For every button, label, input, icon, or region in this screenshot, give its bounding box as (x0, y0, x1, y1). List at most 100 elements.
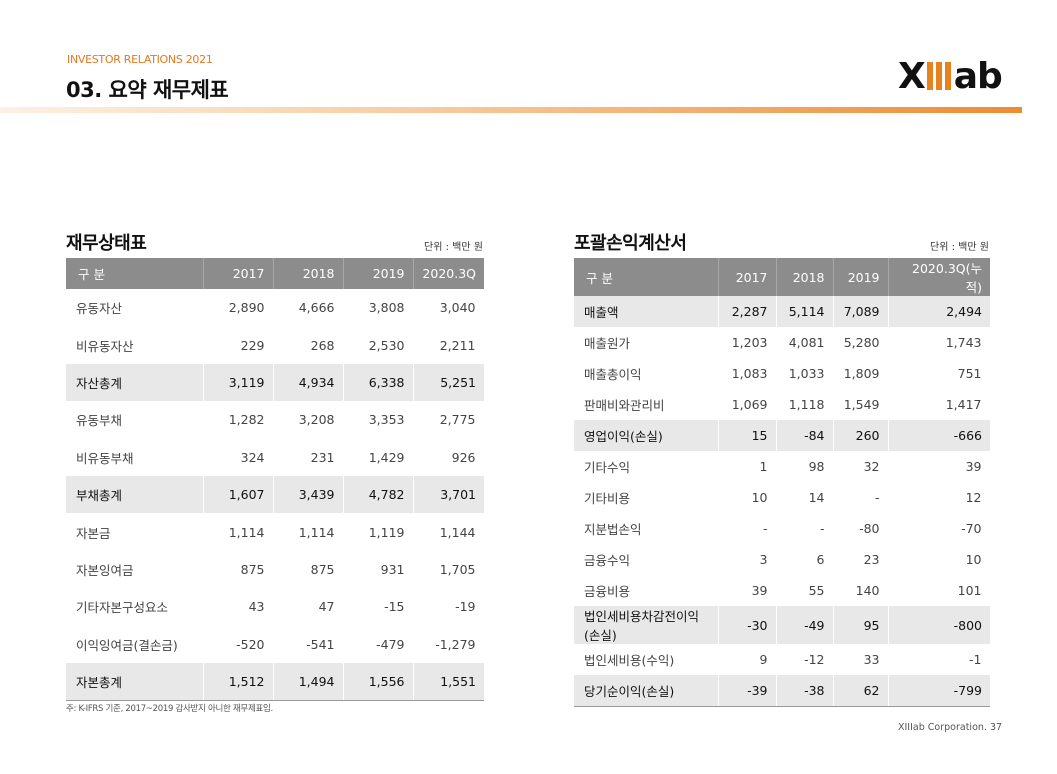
value-cell: 1,512 (203, 662, 274, 701)
row-label: 당기순이익(손실) (574, 675, 719, 707)
table-row: 영업이익(손실) 15 -84 260 -666 (574, 420, 990, 451)
table-row: 금융수익 3 6 23 10 (574, 544, 991, 575)
value-cell: 1,203 (718, 327, 777, 358)
value-cell: 3,040 (413, 289, 485, 327)
value-cell: -19 (413, 588, 485, 626)
value-cell: 98 (776, 451, 834, 482)
row-label: 법인세비용차감전이익(손실) (574, 606, 719, 644)
column-header: 2017 (718, 258, 777, 296)
value-cell: -15 (343, 588, 414, 626)
value-cell: 1,607 (203, 475, 274, 514)
value-cell: 6 (776, 544, 834, 575)
row-label: 지분법손익 (574, 513, 719, 544)
row-label: 비유동부채 (66, 438, 204, 476)
row-label: 자본금 (66, 513, 204, 551)
value-cell: 2,775 (413, 401, 485, 439)
value-cell: 2,530 (343, 326, 414, 364)
value-cell: - (833, 482, 889, 513)
value-cell: 931 (343, 550, 414, 589)
value-cell: -799 (888, 675, 990, 707)
value-cell: -1 (888, 644, 991, 675)
value-cell: 2,890 (203, 289, 274, 327)
value-cell: 62 (833, 675, 889, 707)
row-label: 자본총계 (66, 662, 204, 701)
row-label: 비유동자산 (66, 326, 204, 364)
value-cell: 1,551 (413, 662, 484, 701)
row-label: 기타수익 (574, 451, 719, 482)
value-cell: 43 (203, 588, 274, 626)
value-cell: 260 (833, 420, 889, 451)
table-row: 비유동부채 324 231 1,429 926 (66, 438, 485, 476)
balance-sheet-unit: 단위 : 백만 원 (424, 242, 483, 253)
table-row: 유동부채 1,282 3,208 3,353 2,775 (66, 401, 485, 439)
value-cell: 2,287 (718, 296, 777, 327)
row-label: 기타비용 (574, 482, 719, 513)
value-cell: 1,083 (718, 358, 777, 389)
value-cell: 3,808 (343, 289, 414, 327)
value-cell: 1 (718, 451, 777, 482)
table-row: 자산총계 3,119 4,934 6,338 5,251 (66, 363, 484, 402)
value-cell: 15 (718, 420, 777, 451)
value-cell: 1,118 (776, 389, 834, 420)
table-row: 법인세비용차감전이익(손실) -30 -49 95 -800 (574, 606, 990, 644)
value-cell: -38 (776, 675, 834, 707)
table-row: 자본잉여금 875 875 931 1,705 (66, 550, 485, 589)
value-cell: -541 (273, 625, 344, 663)
value-cell: 55 (776, 575, 834, 606)
row-label: 부채총계 (66, 475, 204, 514)
value-cell: 10 (888, 544, 991, 575)
table-row: 기타수익 1 98 32 39 (574, 451, 991, 482)
page-title: 03. 요약 재무제표 (66, 78, 229, 102)
value-cell: 39 (718, 575, 777, 606)
value-cell: 1,743 (888, 327, 991, 358)
row-label: 금융비용 (574, 575, 719, 606)
value-cell: 101 (888, 575, 991, 606)
income-statement-table: 구 분 2017 2018 2019 2020.3Q(누적) 매출액 2,287 5… (574, 258, 991, 707)
row-label: 금융수익 (574, 544, 719, 575)
value-cell: 5,114 (776, 296, 834, 327)
row-label: 매출액 (574, 296, 719, 327)
balance-sheet-footnote: 주: K-IFRS 기준, 2017~2019 감사받지 아니한 재무제표임. (66, 704, 273, 714)
value-cell: 5,251 (413, 363, 484, 402)
value-cell: 5,280 (833, 327, 889, 358)
value-cell: 95 (833, 606, 889, 644)
value-cell: 3,208 (273, 401, 344, 439)
header-divider (0, 107, 1022, 113)
value-cell: - (718, 513, 777, 544)
row-label: 매출총이익 (574, 358, 719, 389)
table-row: 법인세비용(수익) 9 -12 33 -1 (574, 644, 991, 675)
table-row: 매출총이익 1,083 1,033 1,809 751 (574, 358, 991, 389)
value-cell: 1,069 (718, 389, 777, 420)
value-cell: -479 (343, 625, 414, 663)
balance-sheet-title: 재무상태표 (66, 233, 147, 254)
table-row: 자본금 1,114 1,114 1,119 1,144 (66, 513, 485, 551)
value-cell: 1,809 (833, 358, 889, 389)
table-row: 비유동자산 229 268 2,530 2,211 (66, 326, 485, 364)
value-cell: - (776, 513, 834, 544)
value-cell: -666 (888, 420, 990, 451)
value-cell: 10 (718, 482, 777, 513)
column-header: 구 분 (574, 258, 719, 296)
value-cell: 4,081 (776, 327, 834, 358)
row-label: 영업이익(손실) (574, 420, 719, 451)
value-cell: 9 (718, 644, 777, 675)
column-header: 2018 (776, 258, 834, 296)
value-cell: 4,934 (273, 363, 344, 402)
column-header: 2019 (833, 258, 889, 296)
value-cell: 324 (203, 438, 274, 476)
value-cell: 6,338 (343, 363, 414, 402)
value-cell: 33 (833, 644, 889, 675)
table-row: 금융비용 39 55 140 101 (574, 575, 991, 606)
ir-label: INVESTOR RELATIONS 2021 (67, 53, 213, 66)
column-header: 2018 (273, 258, 344, 289)
income-statement-title: 포괄손익계산서 (574, 233, 687, 254)
value-cell: 3,701 (413, 475, 484, 514)
value-cell: 231 (273, 438, 344, 476)
value-cell: -39 (718, 675, 777, 707)
value-cell: 140 (833, 575, 889, 606)
table-row: 자본총계 1,512 1,494 1,556 1,551 (66, 662, 484, 701)
row-label: 유동부채 (66, 401, 204, 439)
value-cell: 229 (203, 326, 274, 364)
value-cell: -80 (833, 513, 889, 544)
column-header: 2017 (203, 258, 274, 289)
